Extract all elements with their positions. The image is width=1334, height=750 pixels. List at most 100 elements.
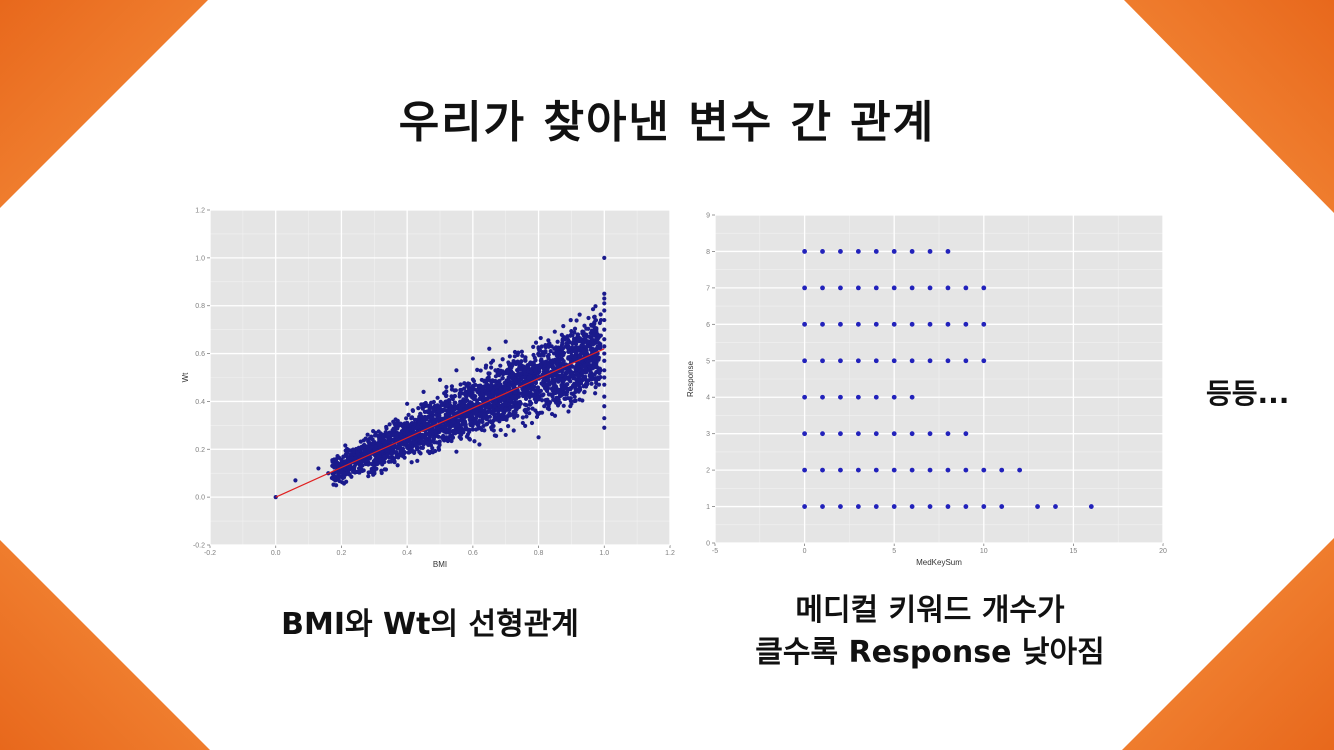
scatter-point [369,434,374,439]
scatter-point [513,390,518,395]
scatter-point [573,376,578,381]
scatter-point [1017,467,1023,473]
scatter-point [536,397,541,402]
scatter-point [838,431,843,437]
caption-right-line-2: 클수록 Response 낮아짐 [755,635,1105,670]
scatter-point [447,425,452,430]
scatter-point [355,451,360,457]
scatter-point [533,380,538,385]
scatter-point [513,378,518,383]
scatter-point [493,374,499,379]
y-tick-label: 6 [706,322,710,329]
scatter-point [573,398,578,403]
scatter-point [566,396,571,401]
scatter-point [559,362,564,367]
scatter-point [372,471,377,476]
scatter-point [855,285,861,291]
scatter-point [523,396,529,401]
scatter-point [517,391,522,396]
scatter-point [529,420,535,426]
scatter-point [524,414,529,419]
scatter-point [569,359,574,364]
scatter-point [538,358,543,363]
scatter-point [509,374,514,379]
scatter-point [523,365,529,370]
scatter-point [424,440,429,446]
scatter-point [551,359,556,365]
scatter-point [451,411,456,416]
scatter-point [498,368,503,373]
scatter-point [534,363,539,369]
scatter-point [502,416,507,422]
scatter-point [483,363,489,368]
scatter-point [602,255,607,260]
scatter-point [543,382,548,387]
scatter-point [963,285,969,291]
scatter-point [602,301,607,306]
scatter-point [456,418,461,423]
scatter-point [462,381,467,386]
caption-left-text: BMI와 Wt의 선형관계 [281,607,579,642]
scatter-point [945,321,951,327]
y-axis-label: Response [686,360,695,397]
scatter-point [1035,504,1040,509]
scatter-point [399,441,405,446]
scatter-point [516,371,521,376]
scatter-point [1053,504,1058,509]
scatter-point [547,341,552,346]
scatter-point [444,399,449,404]
scatter-point [498,363,503,368]
scatter-point [504,407,510,412]
scatter-point [539,410,545,415]
scatter-point [909,431,915,437]
x-tick-label: 1.2 [665,550,675,557]
scatter-point [590,341,596,346]
scatter-point [427,432,432,437]
scatter-point [581,384,586,389]
scatter-point [927,249,933,254]
scatter-point [437,439,442,444]
scatter-point [602,358,607,363]
scatter-point [474,401,480,406]
scatter-point [522,387,527,392]
scatter-point [425,403,430,408]
scatter-point [593,353,598,358]
scatter-point [569,401,574,406]
scatter-point [454,368,459,373]
x-axis-label: BMI [433,560,447,569]
corner-decoration-top-left [0,0,208,208]
scatter-point [293,478,298,483]
x-tick-label: 1.0 [599,550,609,557]
scatter-point [457,409,462,415]
x-tick-label: 0.8 [534,550,544,557]
scatter-point [602,382,607,387]
scatter-point [457,392,462,397]
x-tick-label: 0.4 [402,550,412,557]
scatter-point [927,504,933,509]
scatter-point [873,467,879,473]
scatter-point [602,394,607,399]
scatter-point [507,411,512,416]
scatter-point [482,412,487,417]
scatter-point [485,376,490,381]
scatter-point [562,337,567,342]
scatter-point [332,475,337,481]
scatter-point [420,445,425,451]
scatter-point [528,374,533,379]
scatter-point [449,384,455,389]
scatter-point [375,433,380,438]
scatter-point [417,437,422,443]
scatter-point [582,389,587,394]
scatter-point [927,431,933,437]
scatter-point [538,388,543,393]
scatter-point [592,356,597,361]
scatter-point [927,321,933,327]
scatter-point [473,427,479,432]
y-tick-label: 8 [706,249,710,256]
corner-decoration-bottom-left [0,540,210,750]
scatter-point [525,384,530,389]
scatter-point [576,336,581,341]
scatter-point [568,318,573,323]
scatter-point [574,318,579,323]
scatter-point [500,357,505,362]
